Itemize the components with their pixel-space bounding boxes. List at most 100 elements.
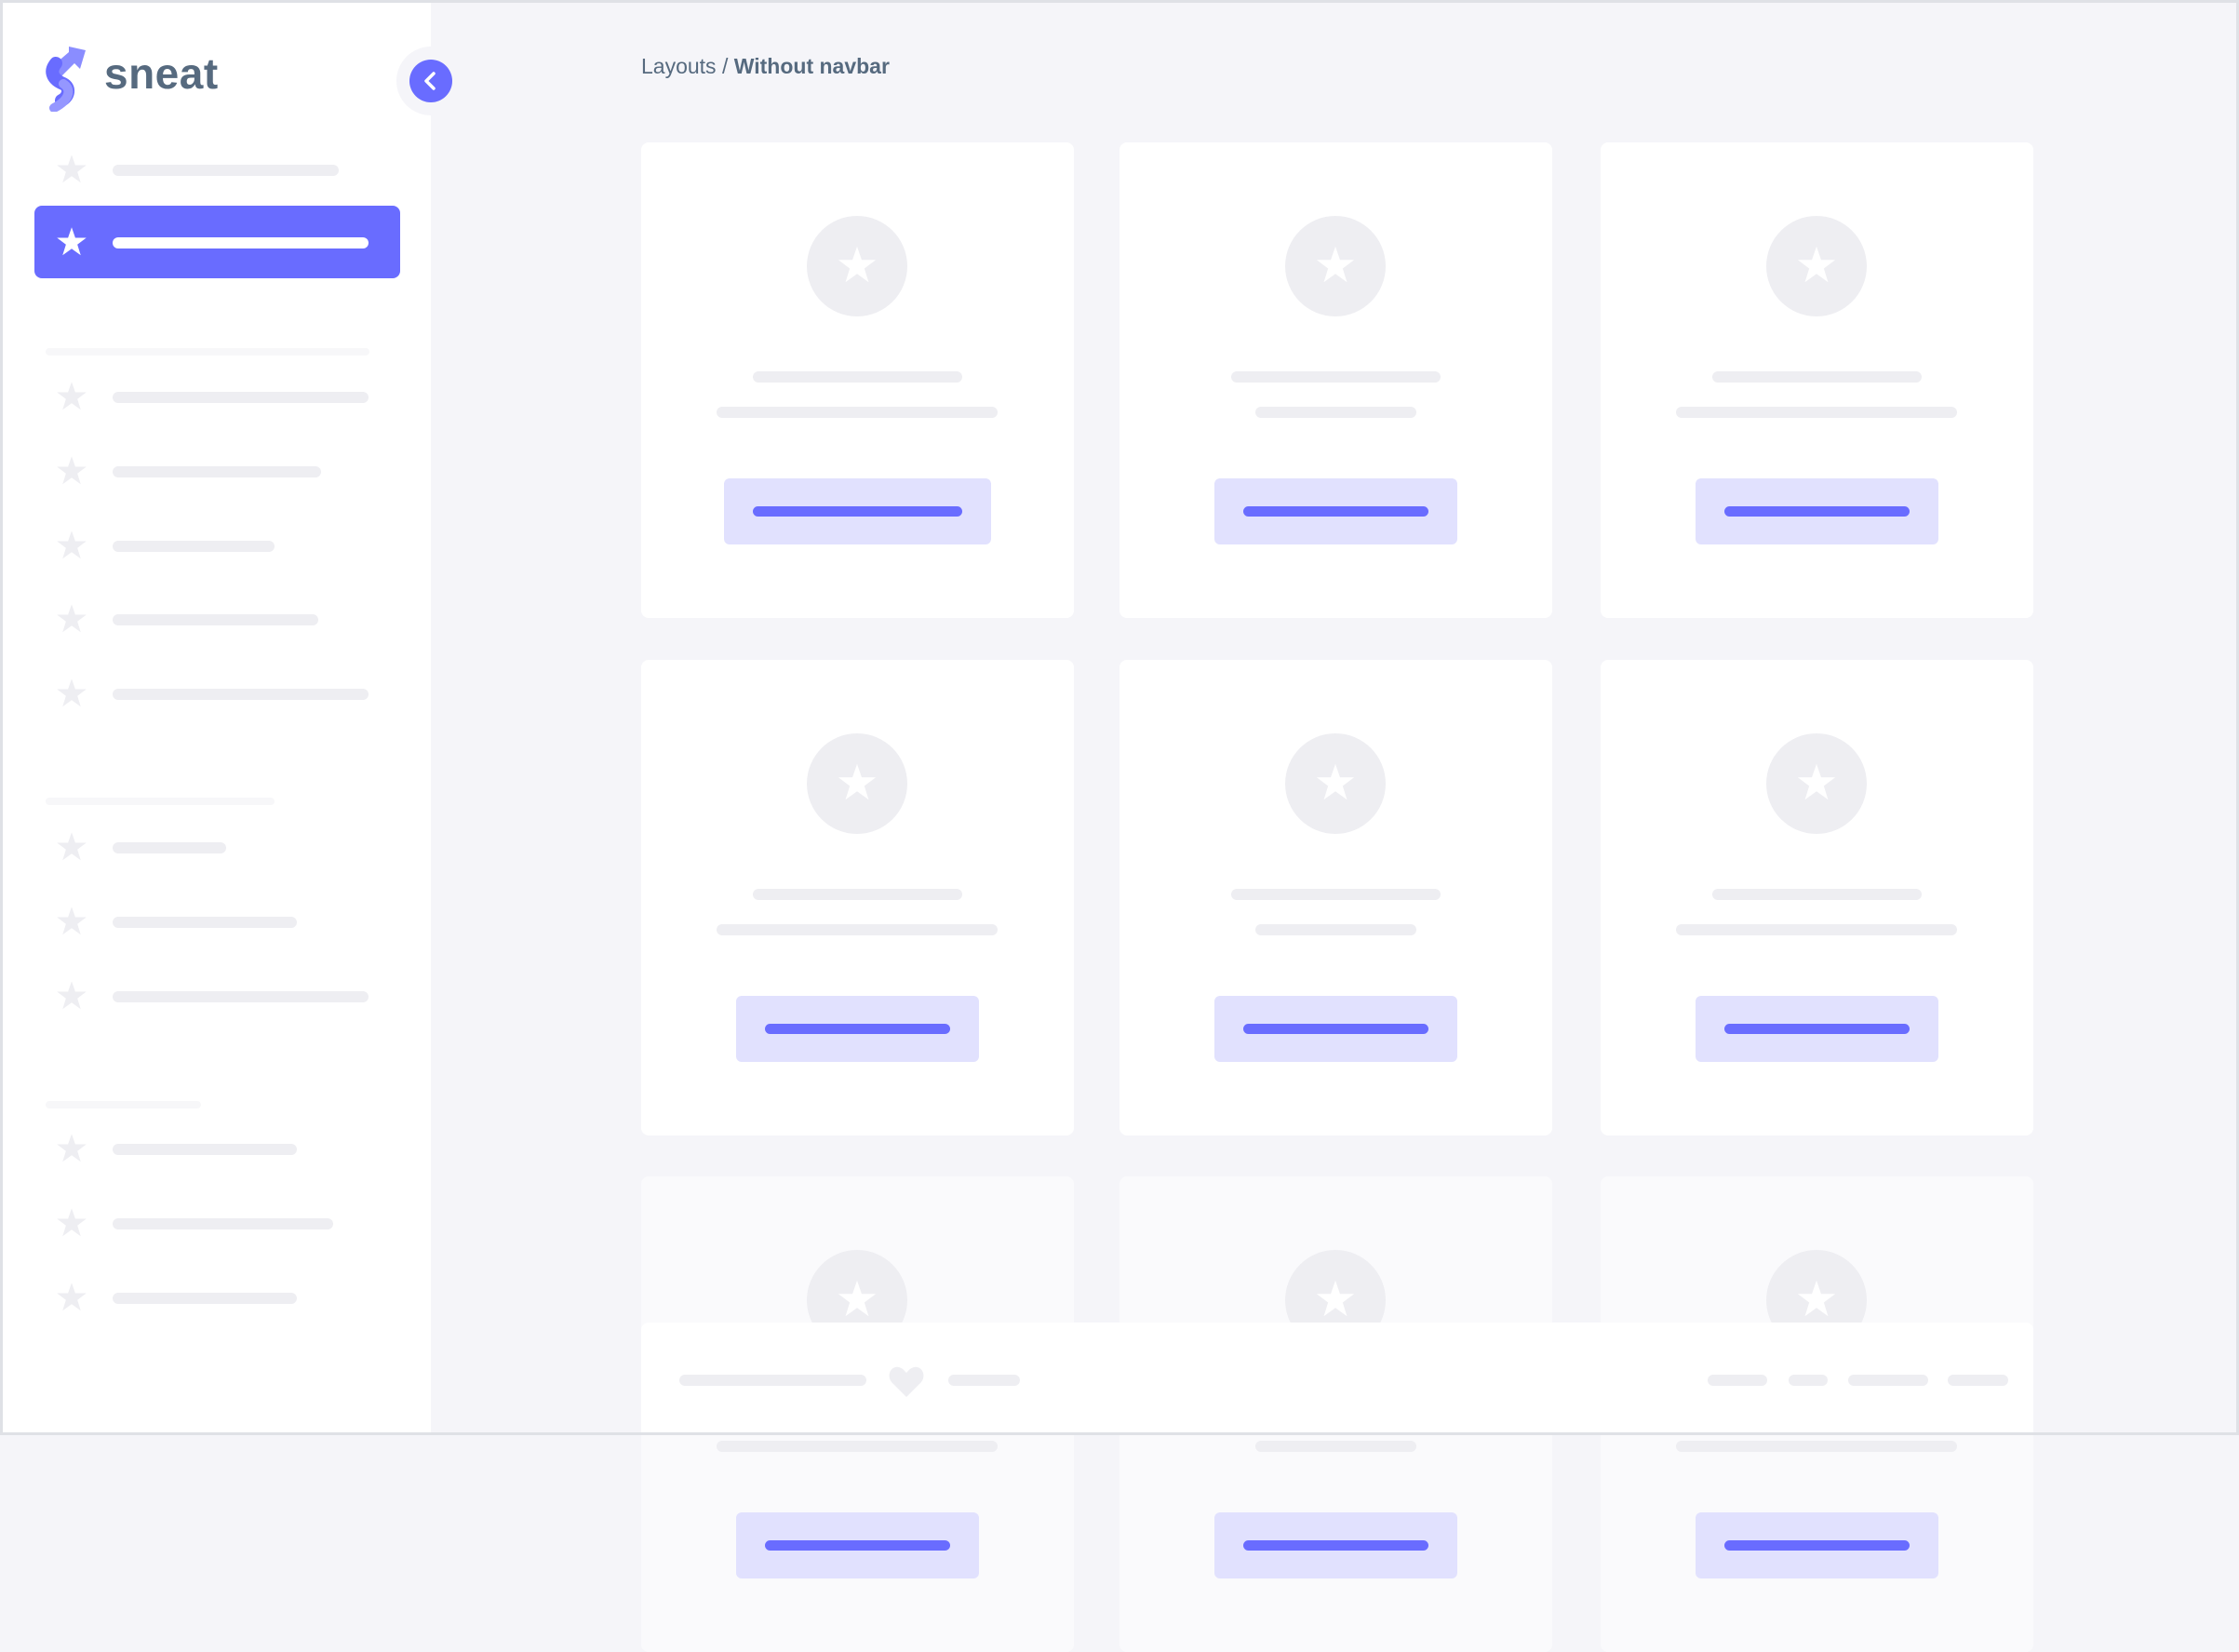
card-button[interactable] <box>723 478 991 544</box>
sidebar-item[interactable] <box>0 969 431 1025</box>
card <box>641 142 1074 618</box>
sidebar-item[interactable] <box>0 820 431 876</box>
sidebar-section-header-placeholder <box>46 1101 201 1108</box>
sidebar-item[interactable] <box>0 1270 431 1326</box>
sidebar-item-label-placeholder <box>113 1218 333 1229</box>
card-subtitle-placeholder <box>717 924 998 935</box>
sidebar-item-label-placeholder <box>113 237 369 248</box>
sidebar-item[interactable] <box>0 142 431 198</box>
sidebar-item-label-placeholder <box>113 842 226 853</box>
card-button-label-placeholder <box>764 1024 950 1034</box>
sidebar-item[interactable] <box>0 1196 431 1252</box>
sidebar-item[interactable] <box>0 894 431 950</box>
star-icon <box>55 454 88 488</box>
star-icon <box>55 380 88 413</box>
sidebar-item[interactable] <box>0 666 431 722</box>
sidebar-item-label-placeholder <box>113 466 321 477</box>
sidebar-item-label-placeholder <box>113 1293 297 1304</box>
sidebar-item-label-placeholder <box>113 917 297 928</box>
card-title-placeholder <box>1712 889 1922 900</box>
brand-name: sneat <box>104 49 219 98</box>
sidebar-item-label-placeholder <box>113 165 339 176</box>
star-icon <box>836 761 878 809</box>
star-icon <box>55 602 88 636</box>
avatar-placeholder <box>1285 216 1386 316</box>
card-button-label-placeholder <box>1723 506 1910 517</box>
sidebar-item-label-placeholder <box>113 614 318 625</box>
card-title-placeholder <box>1231 371 1441 383</box>
sidebar: sneat <box>0 0 465 1435</box>
star-icon <box>55 225 88 259</box>
footer-link[interactable] <box>1789 1375 1828 1386</box>
footer-text-placeholder <box>948 1375 1020 1386</box>
card-subtitle-placeholder <box>717 1441 998 1452</box>
footer-link[interactable] <box>1948 1375 2008 1386</box>
brand-logo[interactable] <box>41 43 97 113</box>
card-button[interactable] <box>1213 996 1457 1062</box>
card <box>1120 142 1552 618</box>
card-button[interactable] <box>735 996 979 1062</box>
sidebar-item-label-placeholder <box>113 1144 297 1155</box>
card-button[interactable] <box>1213 1512 1457 1578</box>
avatar-placeholder <box>1285 733 1386 834</box>
heart-icon <box>889 1366 924 1397</box>
sidebar-item-label-placeholder <box>113 392 369 403</box>
star-icon <box>836 1278 878 1325</box>
sidebar-item-label-placeholder <box>113 689 369 700</box>
card-subtitle-placeholder <box>1676 407 1957 418</box>
card-button-label-placeholder <box>1242 1024 1428 1034</box>
star-icon <box>55 1132 88 1165</box>
card-button[interactable] <box>1213 478 1457 544</box>
card-button-label-placeholder <box>1242 506 1428 517</box>
card-subtitle-placeholder <box>1254 924 1416 935</box>
card-button-label-placeholder <box>752 506 962 517</box>
star-icon <box>55 1281 88 1314</box>
star-icon <box>1314 244 1357 291</box>
avatar-placeholder <box>1766 216 1867 316</box>
card <box>1601 660 2033 1135</box>
breadcrumb-current: Without navbar <box>733 54 890 78</box>
star-icon <box>55 153 88 186</box>
card-button-label-placeholder <box>1242 1540 1428 1551</box>
card <box>1120 660 1552 1135</box>
star-icon <box>55 905 88 938</box>
avatar-placeholder <box>807 733 907 834</box>
sidebar-toggle-button[interactable] <box>409 60 452 102</box>
breadcrumb: Layouts / Without navbar <box>641 54 890 79</box>
sidebar-item[interactable] <box>0 592 431 648</box>
star-icon <box>55 979 88 1013</box>
footer-link[interactable] <box>1848 1375 1928 1386</box>
sneat-logo-icon <box>46 47 86 113</box>
breadcrumb-parent[interactable]: Layouts <box>641 54 717 78</box>
card-subtitle-placeholder <box>717 407 998 418</box>
sidebar-item[interactable] <box>0 444 431 500</box>
card <box>1601 142 2033 618</box>
avatar-placeholder <box>1766 733 1867 834</box>
star-icon <box>1314 1278 1357 1325</box>
card-button[interactable] <box>1695 478 1938 544</box>
card-button-label-placeholder <box>1723 1540 1910 1551</box>
footer-link[interactable] <box>1708 1375 1767 1386</box>
star-icon <box>1795 244 1838 291</box>
card-subtitle-placeholder <box>1254 1441 1416 1452</box>
avatar-placeholder <box>807 216 907 316</box>
sidebar-item[interactable] <box>0 369 431 425</box>
card-title-placeholder <box>753 889 962 900</box>
sidebar-section-header-placeholder <box>46 348 369 356</box>
star-icon <box>836 244 878 291</box>
sidebar-item[interactable] <box>0 215 431 271</box>
card-title-placeholder <box>753 371 962 383</box>
card-button-label-placeholder <box>764 1540 950 1551</box>
card-button[interactable] <box>1695 996 1938 1062</box>
card-button[interactable] <box>735 1512 979 1578</box>
sidebar-item[interactable] <box>0 518 431 574</box>
sidebar-item[interactable] <box>0 1121 431 1177</box>
footer <box>641 1323 2033 1435</box>
card-subtitle-placeholder <box>1676 1441 1957 1452</box>
card-title-placeholder <box>1712 371 1922 383</box>
chevron-left-icon <box>424 72 436 90</box>
breadcrumb-separator: / <box>716 54 734 78</box>
card-button[interactable] <box>1695 1512 1938 1578</box>
card <box>641 660 1074 1135</box>
star-icon <box>1795 1278 1838 1325</box>
